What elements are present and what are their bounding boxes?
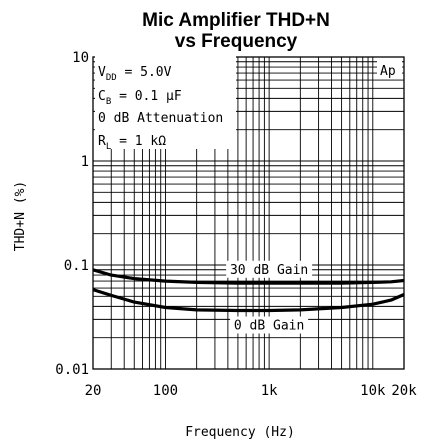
vdd-condition: VDD = 5.0V [98,65,172,83]
y-axis-label: THD+N (%) [13,181,28,251]
rl-condition: RL = 1 kΩ [98,134,166,152]
series-label: 0 dB Gain [234,319,304,334]
cb-condition: CB = 0.1 μF [98,89,182,107]
ap-logo-box [377,61,402,78]
series-label-bg [226,260,313,278]
chart-title-line2: vs Frequency [175,31,298,52]
x-axis-label: Frequency (Hz) [185,425,295,440]
attenuation-condition: 0 dB Attenuation [98,111,223,126]
series-label: 30 dB Gain [230,263,308,278]
y-tick-label: 0.01 [55,362,89,378]
x-tick-label: 10k [360,383,386,399]
y-tick-label: 0.1 [64,258,89,274]
series-line-2 [92,288,405,313]
y-tick-label: 1 [81,154,89,170]
x-tick-label: 20 [85,383,102,399]
conditions-box [95,56,236,149]
ap-logo: Ap [380,64,396,79]
plot-frame [92,56,405,370]
y-tick-label: 10 [72,50,89,66]
series-label-bg [230,316,309,334]
series-lines [92,268,405,313]
axis-ticks: 20 100 1k 10k 20k 10 1 0.1 0.01 [55,50,417,399]
x-tick-label: 100 [153,383,178,399]
series-line-1 [92,268,405,285]
chart-title-line1: Mic Amplifier THD+N [142,10,330,31]
x-tick-label: 20k [391,383,417,399]
x-tick-label: 1k [261,383,278,399]
series-labels: 30 dB Gain 0 dB Gain [226,260,313,334]
